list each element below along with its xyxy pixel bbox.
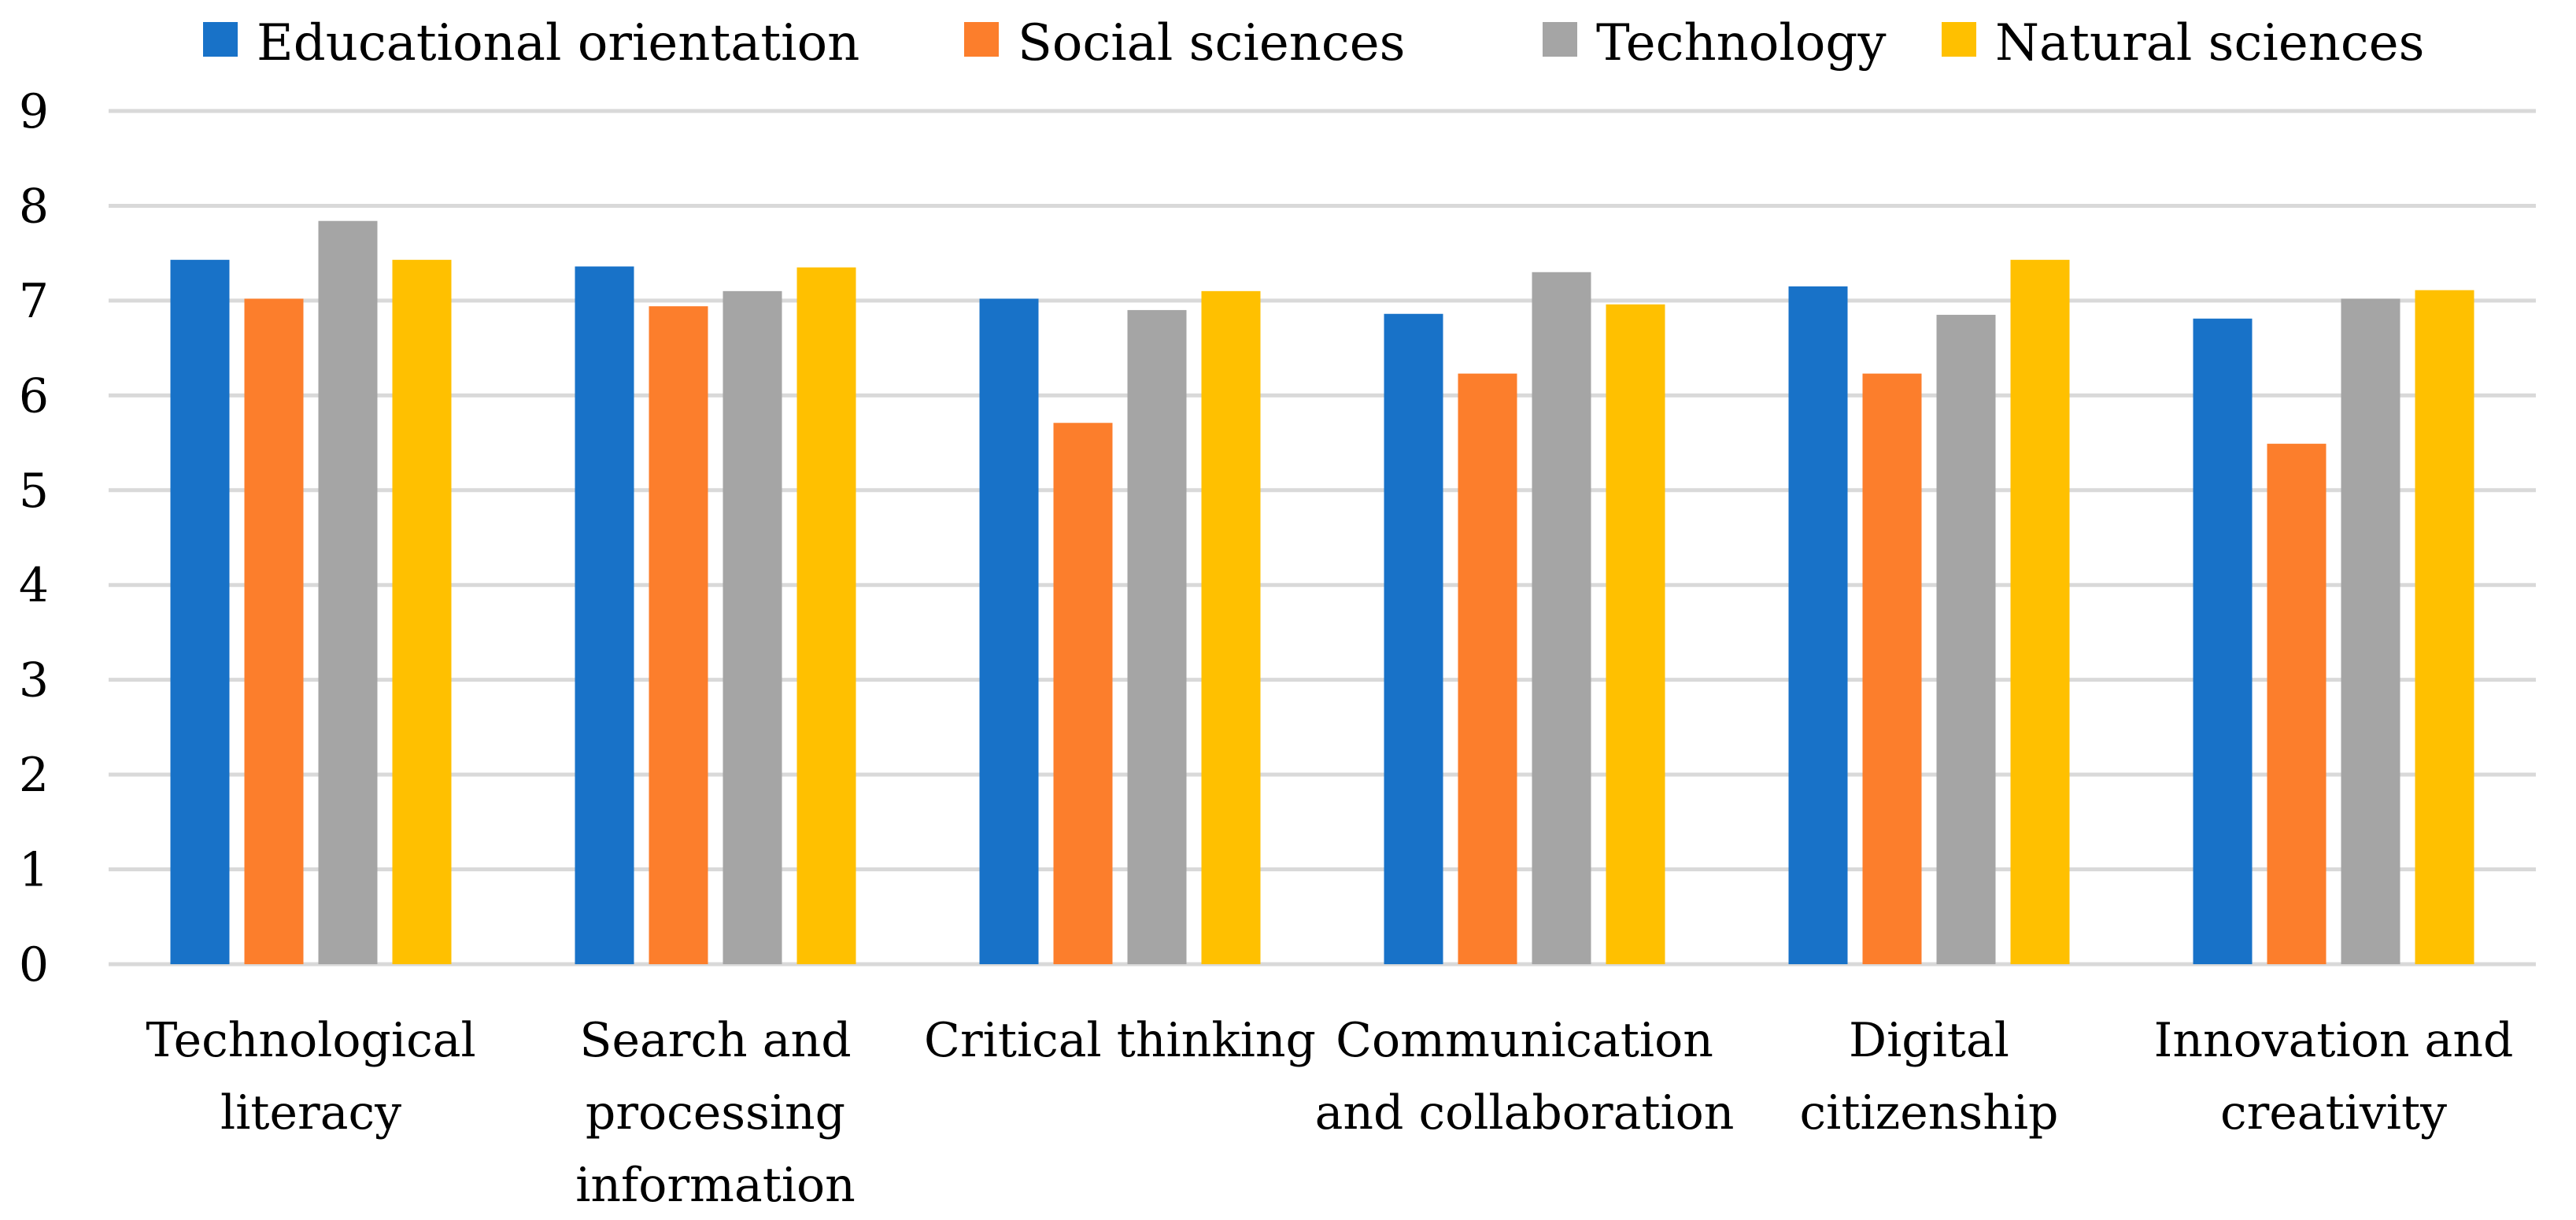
legend-label: Educational orientation (257, 14, 859, 72)
bar-natural-sciences (1201, 290, 1261, 964)
bar-educational-orientation (2193, 318, 2253, 965)
y-tick-label: 6 (19, 368, 49, 423)
bar-natural-sciences (2415, 290, 2474, 964)
bar-natural-sciences (1606, 304, 1665, 964)
x-category-label: and collaboration (1315, 1085, 1735, 1141)
legend-label: Natural sciences (1995, 14, 2424, 72)
legend-swatch (1543, 22, 1577, 57)
x-category-label: Critical thinking (924, 1013, 1316, 1068)
legend-swatch (964, 22, 999, 57)
x-category-label: information (575, 1158, 856, 1213)
x-category-label: literacy (220, 1085, 401, 1141)
y-tick-label: 0 (19, 937, 49, 993)
bar-social-sciences (1458, 373, 1517, 964)
y-tick-label: 9 (19, 84, 49, 139)
legend-swatch (203, 22, 238, 57)
bar-natural-sciences (392, 260, 452, 964)
bar-educational-orientation (575, 266, 634, 964)
bars (170, 220, 2474, 965)
x-category-label: creativity (2220, 1085, 2447, 1141)
x-category-label: Communication (1336, 1013, 1713, 1068)
bar-technology (1936, 314, 1996, 964)
y-tick-label: 5 (19, 464, 49, 519)
y-tick-label: 8 (19, 179, 49, 234)
bar-natural-sciences (796, 267, 856, 964)
y-tick-label: 1 (19, 843, 49, 898)
bar-technology (723, 290, 782, 964)
x-category-label: Search and (579, 1013, 851, 1068)
bar-educational-orientation (170, 260, 230, 964)
y-axis-ticks: 0 1 2 3 4 5 6 7 8 9 (19, 84, 49, 993)
x-axis-labels: Technological literacy Search and processin… (146, 1013, 2513, 1213)
bar-technology (318, 220, 378, 964)
bar-educational-orientation (1384, 313, 1443, 964)
legend-label: Social sciences (1018, 14, 1405, 72)
y-tick-label: 3 (19, 653, 49, 708)
legend-swatch (1942, 22, 1976, 57)
x-category-label: processing (586, 1085, 845, 1141)
bar-technology (2341, 298, 2400, 965)
y-tick-label: 7 (19, 274, 49, 329)
bar-technology (1532, 272, 1591, 964)
y-tick-label: 4 (19, 558, 49, 613)
bar-technology (1127, 309, 1187, 964)
y-tick-label: 2 (19, 748, 49, 803)
bar-social-sciences (649, 306, 708, 964)
bar-social-sciences (1053, 423, 1113, 964)
bar-social-sciences (2267, 443, 2327, 964)
x-category-label: Digital (1849, 1013, 2009, 1068)
bar-educational-orientation (1788, 286, 1848, 964)
x-category-label: citizenship (1800, 1085, 2059, 1141)
legend: Educational orientation Social sciences Te… (203, 14, 2424, 72)
bar-social-sciences (244, 298, 304, 965)
x-category-label: Innovation and (2154, 1013, 2514, 1068)
legend-label: Technology (1596, 14, 1887, 72)
bar-social-sciences (1862, 373, 1922, 964)
bar-natural-sciences (2010, 260, 2070, 964)
gridlines (109, 109, 2536, 967)
bar-educational-orientation (979, 298, 1039, 965)
x-category-label: Technological (146, 1013, 475, 1068)
